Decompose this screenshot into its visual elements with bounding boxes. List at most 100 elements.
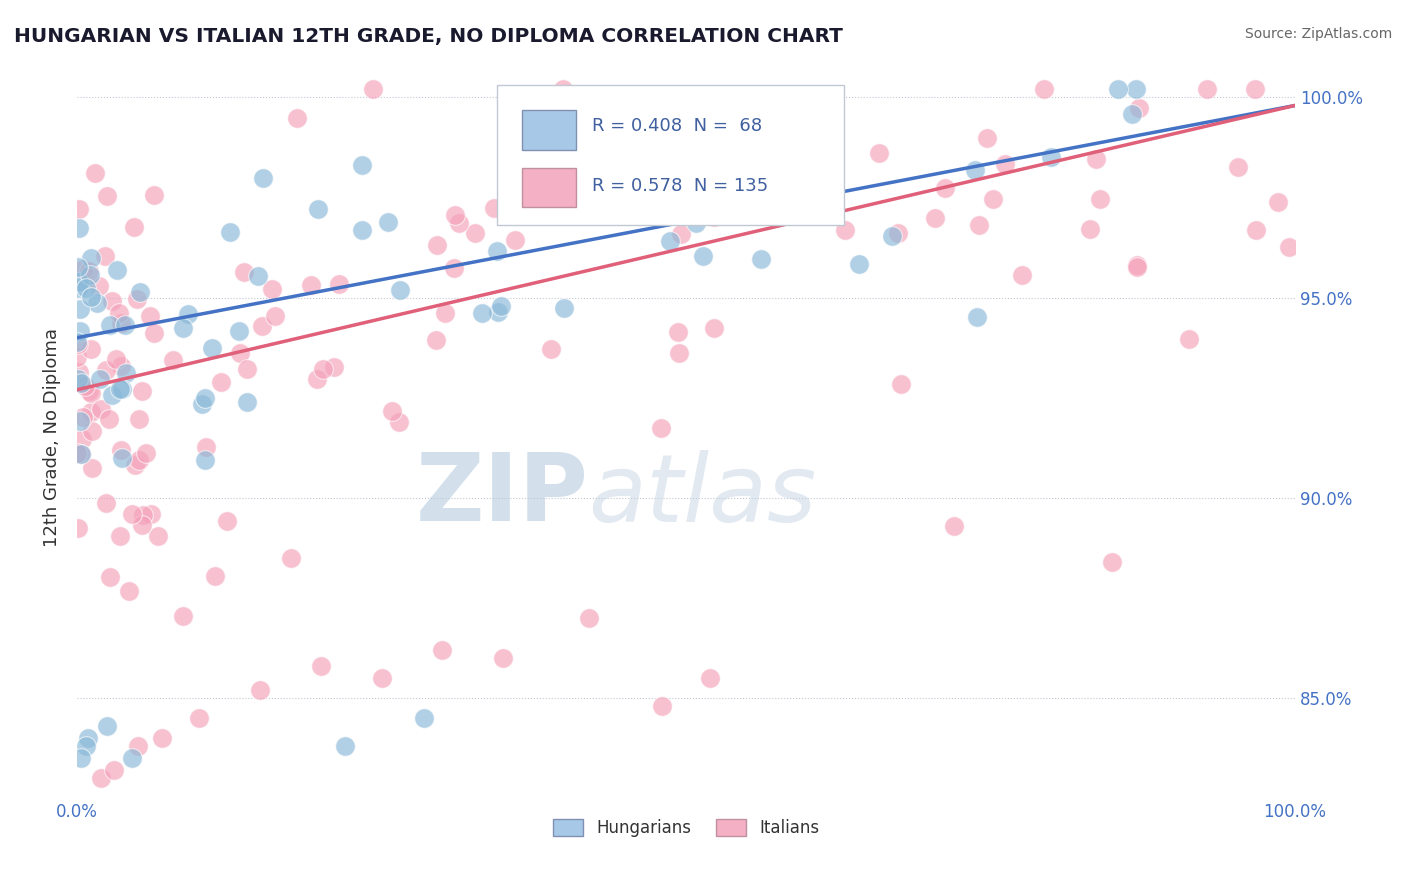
Point	[69, 447, 91, 461]
Point	[1088, 192, 1111, 206]
Point	[671, 227, 693, 241]
Point	[110, 442, 132, 457]
Point	[105, 351, 128, 366]
Point	[381, 403, 404, 417]
Point	[363, 82, 385, 96]
Point	[994, 157, 1017, 171]
Point	[249, 683, 271, 698]
Point	[370, 671, 392, 685]
Point	[1085, 152, 1108, 166]
Point	[228, 324, 250, 338]
Point	[425, 237, 447, 252]
Point	[150, 731, 173, 745]
Legend: Hungarians, Italians: Hungarians, Italians	[546, 813, 827, 844]
Point	[79, 264, 101, 278]
Point	[143, 326, 166, 341]
Point	[101, 388, 124, 402]
Point	[432, 643, 454, 657]
Point	[76, 731, 98, 745]
Point	[484, 201, 506, 215]
Point	[124, 458, 146, 472]
Point	[967, 218, 990, 232]
Point	[413, 711, 436, 725]
Point	[110, 529, 132, 543]
Point	[79, 342, 101, 356]
Text: Source: ZipAtlas.com: Source: ZipAtlas.com	[1244, 27, 1392, 41]
Point	[103, 763, 125, 777]
Point	[464, 226, 486, 240]
Point	[1178, 332, 1201, 346]
Point	[848, 257, 870, 271]
Point	[650, 421, 672, 435]
Point	[1125, 82, 1147, 96]
Point	[121, 507, 143, 521]
Point	[219, 225, 242, 239]
Point	[75, 739, 97, 753]
Point	[492, 651, 515, 665]
Point	[425, 333, 447, 347]
Point	[966, 310, 988, 325]
Point	[94, 362, 117, 376]
Point	[447, 216, 470, 230]
Point	[177, 307, 200, 321]
FancyBboxPatch shape	[498, 85, 845, 225]
Point	[69, 414, 91, 428]
Point	[886, 226, 908, 240]
Point	[489, 299, 512, 313]
Point	[89, 278, 111, 293]
Point	[1278, 240, 1301, 254]
Point	[67, 337, 90, 351]
Point	[333, 739, 356, 753]
Point	[470, 306, 492, 320]
Point	[114, 318, 136, 332]
Point	[747, 194, 769, 208]
Point	[486, 244, 509, 258]
Point	[250, 318, 273, 333]
Point	[131, 508, 153, 523]
Point	[70, 432, 93, 446]
Point	[503, 234, 526, 248]
Point	[247, 269, 270, 284]
Point	[67, 221, 90, 235]
Point	[229, 345, 252, 359]
Point	[70, 447, 93, 461]
Point	[66, 281, 89, 295]
Point	[377, 215, 399, 229]
Point	[572, 159, 595, 173]
Point	[553, 301, 575, 315]
Point	[135, 445, 157, 459]
Point	[749, 252, 772, 266]
Point	[194, 453, 217, 467]
Point	[67, 202, 90, 217]
Point	[1033, 82, 1056, 96]
Point	[90, 771, 112, 785]
Point	[305, 372, 328, 386]
Point	[131, 384, 153, 398]
Point	[880, 228, 903, 243]
Point	[72, 410, 94, 425]
Point	[111, 450, 134, 465]
Point	[263, 310, 285, 324]
Point	[1244, 82, 1267, 96]
Point	[1197, 82, 1219, 96]
Point	[703, 210, 725, 224]
Point	[82, 424, 104, 438]
Point	[194, 440, 217, 454]
Point	[685, 216, 707, 230]
Point	[1128, 101, 1150, 115]
Point	[1244, 222, 1267, 236]
Point	[79, 251, 101, 265]
Point	[868, 146, 890, 161]
Point	[260, 282, 283, 296]
Point	[80, 385, 103, 400]
Point	[965, 163, 987, 178]
Point	[98, 318, 121, 333]
Point	[66, 446, 89, 460]
Point	[98, 570, 121, 584]
Point	[96, 496, 118, 510]
Point	[110, 359, 132, 374]
Point	[666, 325, 689, 339]
Point	[67, 365, 90, 379]
Point	[79, 268, 101, 282]
Point	[534, 187, 557, 202]
